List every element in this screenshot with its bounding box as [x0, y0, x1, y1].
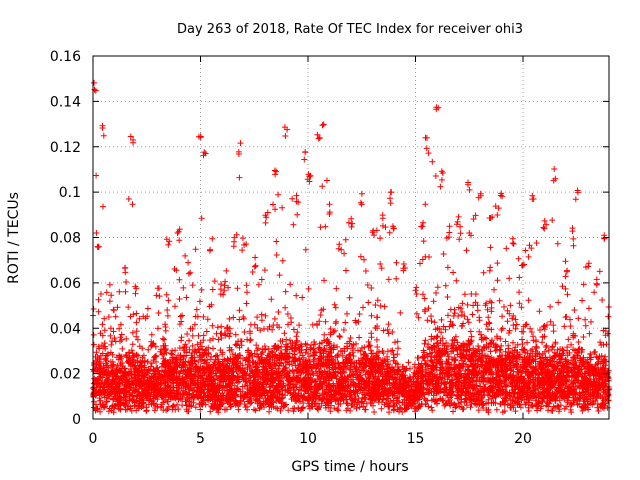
x-tick-label: 0: [89, 431, 98, 447]
y-axis-label: ROTI / TECUs: [6, 192, 22, 284]
chart-title: Day 263 of 2018, Rate Of TEC Index for r…: [177, 22, 523, 37]
grid: [93, 56, 609, 419]
y-tick-labels: 0 0.02 0.04 0.06 0.08 0.1 0.12 0.14 0.16: [50, 49, 81, 428]
x-tick-labels: 0 5 10 15 20: [89, 431, 532, 447]
y-tick-label: 0.02: [50, 367, 81, 383]
x-tick-label: 10: [299, 431, 317, 447]
y-tick-label: 0.16: [50, 49, 81, 65]
x-tick-label: 15: [407, 431, 425, 447]
data-points: [90, 79, 612, 416]
scatter-markers: [90, 79, 612, 416]
y-tick-label: 0.1: [59, 185, 81, 201]
x-tick-label: 20: [514, 431, 532, 447]
y-tick-label: 0.04: [50, 321, 81, 337]
axis-ticks: [92, 55, 610, 420]
y-tick-label: 0.14: [50, 94, 81, 110]
y-tick-label: 0.06: [50, 276, 81, 292]
x-axis-label: GPS time / hours: [291, 459, 408, 475]
y-tick-label: 0: [72, 412, 81, 428]
x-tick-label: 5: [196, 431, 205, 447]
y-tick-label: 0.12: [50, 140, 81, 156]
y-tick-label: 0.08: [50, 231, 81, 247]
